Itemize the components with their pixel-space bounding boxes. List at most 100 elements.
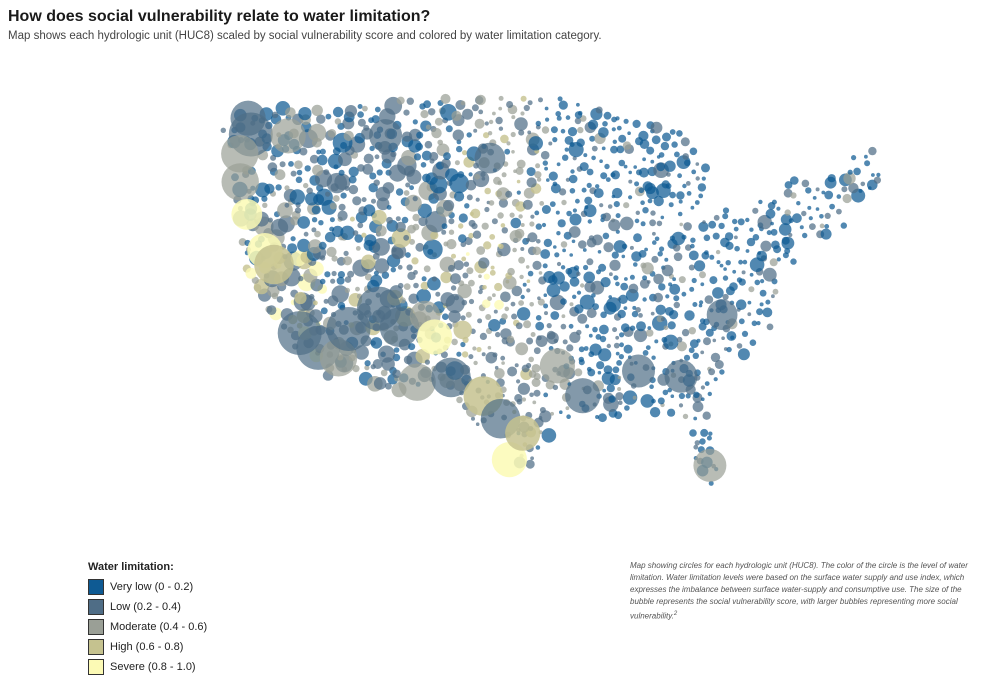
huc8-bubble xyxy=(592,326,598,333)
huc8-bubble xyxy=(571,239,576,244)
huc8-bubble xyxy=(821,190,826,195)
huc8-bubble xyxy=(523,320,532,329)
legend-label-low: Low (0.2 - 0.4) xyxy=(110,601,181,613)
huc8-bubble xyxy=(450,273,461,285)
huc8-bubble xyxy=(602,121,608,127)
huc8-bubble xyxy=(520,294,525,300)
huc8-bubble xyxy=(642,350,649,356)
huc8-bubble xyxy=(456,145,463,153)
huc8-bubble xyxy=(591,145,598,152)
huc8-bubble xyxy=(465,179,477,191)
huc8-bubble xyxy=(462,272,469,279)
huc8-bubble xyxy=(569,213,582,226)
huc8-bubble xyxy=(741,330,749,337)
huc8-bubble xyxy=(656,162,666,172)
huc8-bubble xyxy=(288,161,294,167)
huc8-bubble xyxy=(501,172,507,178)
huc8-bubble xyxy=(659,246,665,252)
huc8-bubble-large xyxy=(565,378,601,414)
huc8-bubble xyxy=(660,317,665,322)
huc8-bubble xyxy=(420,110,429,119)
huc8-bubble-large xyxy=(221,163,259,201)
huc8-bubble xyxy=(784,181,793,189)
huc8-bubble xyxy=(420,162,427,168)
huc8-bubble xyxy=(698,193,704,199)
huc8-bubble xyxy=(498,198,508,208)
huc8-bubble xyxy=(784,248,791,254)
huc8-bubble xyxy=(694,260,706,272)
huc8-bubble xyxy=(371,198,376,204)
huc8-bubble-large xyxy=(379,307,420,348)
huc8-bubble xyxy=(689,286,695,292)
huc8-bubble xyxy=(745,249,750,253)
chart-title: How does social vulnerability relate to … xyxy=(8,8,431,25)
huc8-bubble xyxy=(413,153,422,161)
huc8-bubble xyxy=(311,104,323,117)
huc8-bubble xyxy=(450,285,457,291)
huc8-bubble xyxy=(585,324,590,329)
huc8-bubble xyxy=(766,230,772,236)
huc8-bubble xyxy=(287,243,298,254)
huc8-bubble xyxy=(801,210,807,217)
huc8-bubble xyxy=(623,202,630,209)
huc8-bubble xyxy=(757,214,772,230)
huc8-bubble xyxy=(481,222,489,230)
huc8-bubble xyxy=(468,172,473,177)
huc8-bubble xyxy=(484,206,490,213)
huc8-bubble xyxy=(584,196,593,205)
huc8-bubble xyxy=(642,207,649,214)
huc8-bubble xyxy=(621,254,626,259)
huc8-bubble xyxy=(617,309,626,319)
huc8-bubble xyxy=(597,370,602,375)
huc8-bubble xyxy=(771,240,780,250)
legend-swatch-low xyxy=(88,599,104,615)
huc8-bubble xyxy=(733,226,739,232)
huc8-bubble xyxy=(452,129,464,141)
huc8-bubble xyxy=(725,260,731,266)
huc8-bubble xyxy=(323,169,330,176)
huc8-bubble xyxy=(529,392,534,398)
huc8-bubble xyxy=(478,274,482,279)
huc8-bubble xyxy=(554,252,560,258)
huc8-bubble xyxy=(683,222,692,231)
huc8-bubble xyxy=(682,153,689,160)
huc8-bubble xyxy=(401,216,409,224)
huc8-bubble xyxy=(331,270,337,277)
huc8-bubble xyxy=(535,163,541,169)
huc8-bubble xyxy=(868,146,877,156)
huc8-bubble xyxy=(464,203,470,209)
huc8-bubble xyxy=(516,159,526,169)
huc8-bubble xyxy=(628,195,633,200)
huc8-bubble xyxy=(638,250,647,258)
huc8-bubble xyxy=(468,298,475,305)
huc8-bubble xyxy=(453,320,473,340)
huc8-bubble xyxy=(655,304,666,315)
huc8-bubble xyxy=(628,170,632,175)
huc8-bubble xyxy=(665,183,672,189)
huc8-bubble xyxy=(559,281,570,292)
huc8-bubble xyxy=(615,213,621,219)
huc8-bubble xyxy=(638,313,643,318)
huc8-bubble xyxy=(576,290,582,295)
huc8-bubble xyxy=(397,264,403,270)
huc8-bubble xyxy=(543,293,548,298)
huc8-bubble xyxy=(568,323,574,329)
huc8-bubble xyxy=(792,213,802,224)
huc8-bubble xyxy=(531,378,541,387)
huc8-bubble xyxy=(693,444,699,450)
huc8-bubble xyxy=(657,251,663,257)
huc8-bubble xyxy=(532,400,537,405)
huc8-bubble xyxy=(461,351,469,358)
huc8-bubble xyxy=(668,202,674,208)
huc8-bubble xyxy=(539,201,545,206)
huc8-bubble xyxy=(420,281,429,290)
huc8-bubble xyxy=(264,183,275,194)
huc8-bubble xyxy=(676,336,683,343)
huc8-bubble xyxy=(556,261,562,267)
legend-item-very-low: Very low (0 - 0.2) xyxy=(88,577,207,597)
huc8-bubble xyxy=(507,267,515,276)
huc8-bubble xyxy=(507,366,518,377)
huc8-bubble xyxy=(395,221,406,233)
huc8-bubble xyxy=(276,296,284,303)
huc8-bubble xyxy=(566,344,574,352)
